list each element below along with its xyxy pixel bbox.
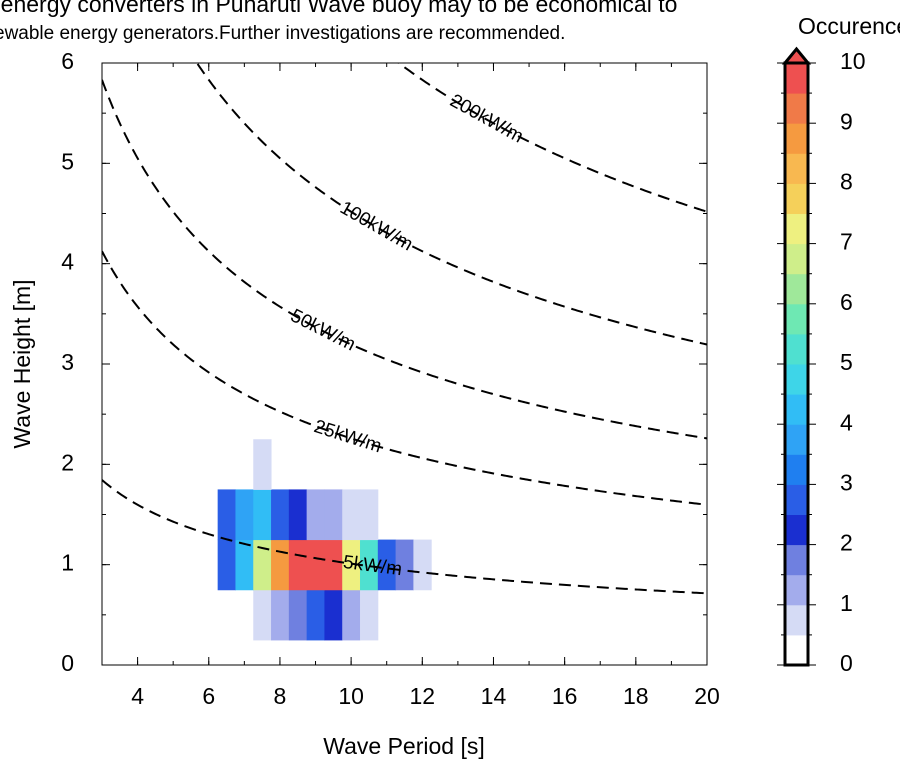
heatmap-cell bbox=[377, 539, 397, 591]
y-axis-label: Wave Height [m] bbox=[9, 279, 35, 448]
heatmap-cell bbox=[360, 589, 379, 641]
heatmap-cell bbox=[395, 539, 414, 591]
colorbar-swatch bbox=[785, 273, 808, 305]
y-tick-label: 4 bbox=[61, 249, 74, 275]
heatmap-cell bbox=[360, 539, 379, 591]
colorbar-tick-label: 0 bbox=[840, 650, 853, 676]
heatmap-cell bbox=[253, 489, 272, 541]
colorbar-tick-label: 10 bbox=[840, 48, 866, 74]
heatmap-cell bbox=[271, 539, 290, 591]
x-tick-label: 10 bbox=[338, 683, 364, 709]
x-tick-label: 4 bbox=[131, 683, 144, 709]
y-tick-label: 6 bbox=[61, 48, 74, 74]
colorbar-swatch bbox=[785, 514, 808, 546]
heatmap-cell bbox=[342, 539, 361, 591]
heatmap-cell bbox=[306, 539, 325, 591]
contour-label: 100kW/m bbox=[336, 197, 416, 255]
heatmap-cell bbox=[217, 489, 236, 541]
contour-line bbox=[102, 250, 707, 506]
colorbar-swatch bbox=[785, 424, 808, 455]
colorbar-tick-label: 8 bbox=[840, 168, 853, 194]
x-tick-label: 14 bbox=[481, 683, 507, 709]
colorbar-swatch bbox=[785, 63, 808, 94]
heatmap-cell bbox=[288, 589, 308, 641]
colorbar-tick-label: 7 bbox=[840, 229, 853, 255]
y-tick-label: 2 bbox=[61, 449, 74, 475]
y-tick-label: 5 bbox=[61, 148, 74, 174]
heatmap-cell bbox=[360, 489, 379, 541]
heatmap-cell bbox=[253, 439, 272, 490]
colorbar-label: Occurence [%] bbox=[798, 13, 900, 39]
colorbar-swatch bbox=[785, 484, 808, 515]
contour-label: 200kW/m bbox=[446, 90, 526, 147]
heatmap-cell bbox=[342, 489, 361, 541]
heatmap-cell bbox=[271, 589, 290, 641]
contour-line bbox=[102, 79, 707, 440]
y-tick-label: 1 bbox=[61, 550, 74, 576]
heatmap-cell bbox=[324, 539, 343, 591]
contour-label-group: 25kW/m bbox=[311, 416, 384, 457]
colorbar-swatch bbox=[785, 604, 808, 636]
title-line: ewable energy generators.Further investi… bbox=[0, 23, 565, 44]
heatmap-cell bbox=[324, 489, 343, 541]
colorbar-swatch bbox=[785, 123, 808, 154]
colorbar-swatch bbox=[785, 364, 808, 395]
colorbar-tick-label: 9 bbox=[840, 108, 853, 134]
heatmap-cell bbox=[306, 589, 325, 641]
colorbar-swatch bbox=[785, 333, 808, 365]
heatmap-cell bbox=[253, 539, 272, 591]
heatmap-cell bbox=[288, 489, 308, 541]
heatmap-cell bbox=[324, 589, 343, 641]
colorbar-tick-label: 2 bbox=[840, 530, 853, 556]
heatmap-cell bbox=[288, 539, 308, 591]
colorbar-extend bbox=[781, 46, 812, 65]
heatmap-cell bbox=[235, 489, 254, 541]
colorbar-swatch bbox=[785, 183, 808, 214]
y-tick-label: 0 bbox=[61, 650, 74, 676]
heatmap-cell bbox=[342, 589, 361, 641]
heatmap-cell bbox=[217, 539, 236, 591]
colorbar-tick-label: 3 bbox=[840, 469, 853, 495]
colorbar-swatch bbox=[785, 213, 808, 245]
heatmap-cell bbox=[253, 589, 272, 641]
colorbar-tick-label: 5 bbox=[840, 349, 853, 375]
x-tick-label: 8 bbox=[274, 683, 287, 709]
colorbar-swatch bbox=[785, 574, 808, 606]
x-tick-label: 16 bbox=[552, 683, 578, 709]
contour-line bbox=[102, 479, 707, 595]
colorbar-swatch bbox=[785, 394, 808, 425]
colorbar-swatch bbox=[785, 454, 808, 485]
contour-line bbox=[397, 63, 707, 213]
x-tick-label: 6 bbox=[202, 683, 215, 709]
contour-label-group: 50kW/m bbox=[287, 305, 359, 355]
colorbar-swatch bbox=[785, 634, 808, 666]
contour-line bbox=[195, 63, 707, 346]
heatmap-cell bbox=[271, 489, 290, 541]
x-tick-label: 12 bbox=[409, 683, 435, 709]
colorbar-tick-label: 4 bbox=[840, 409, 853, 435]
colorbar-swatch bbox=[785, 153, 808, 184]
contour-label-group: 200kW/m bbox=[446, 90, 526, 147]
colorbar-swatch bbox=[785, 544, 808, 576]
colorbar-swatch bbox=[785, 303, 808, 335]
x-axis-label: Wave Period [s] bbox=[323, 733, 484, 759]
contour-label-group: 100kW/m bbox=[336, 197, 416, 255]
x-tick-label: 18 bbox=[623, 683, 649, 709]
title-line: ve energy converters in Puharuti Wave bu… bbox=[0, 0, 677, 17]
colorbar-swatch bbox=[785, 93, 808, 124]
colorbar-tick-label: 1 bbox=[840, 590, 853, 616]
heatmap-cell bbox=[306, 489, 325, 541]
heatmap-cell bbox=[413, 539, 432, 591]
y-tick-label: 3 bbox=[61, 349, 74, 375]
x-tick-label: 20 bbox=[694, 683, 720, 709]
heatmap-cell bbox=[235, 539, 254, 591]
colorbar-tick-label: 6 bbox=[840, 289, 853, 315]
contour-label: 25kW/m bbox=[311, 416, 384, 457]
colorbar-swatch bbox=[785, 243, 808, 275]
